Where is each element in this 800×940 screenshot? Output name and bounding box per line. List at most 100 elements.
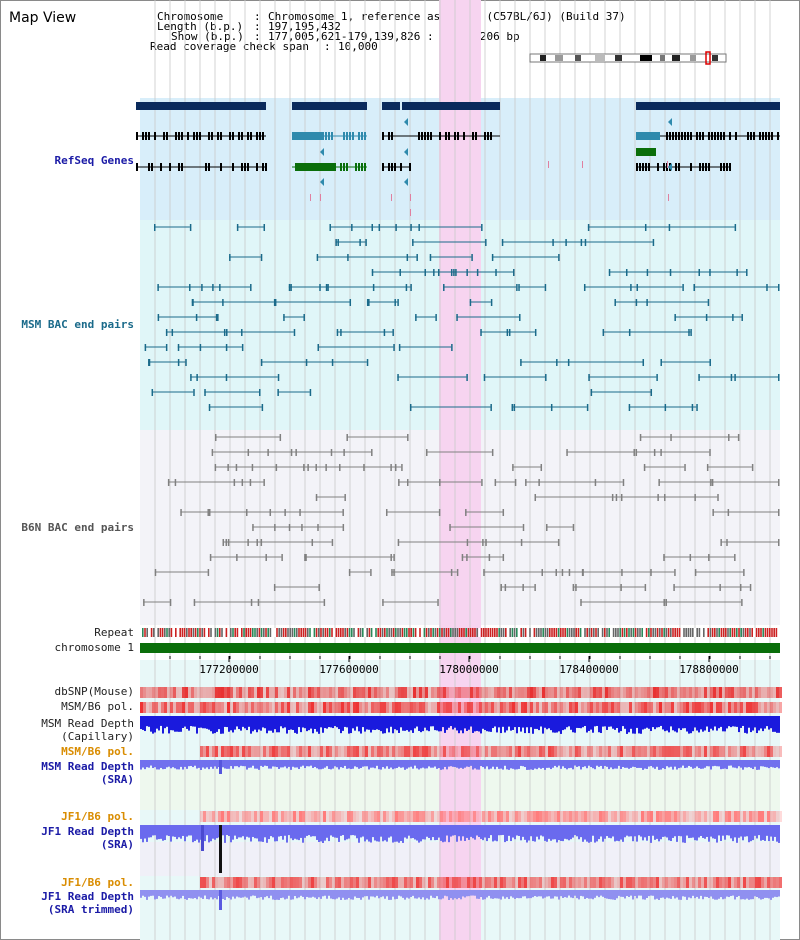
msm-pol-cell — [161, 702, 164, 713]
msm-capillary-depth — [222, 716, 224, 734]
msm-bac-end — [151, 389, 154, 396]
b6n-bac-end — [525, 479, 527, 486]
repeat-element — [263, 628, 265, 637]
jf1-pol2-cell — [629, 877, 632, 888]
repeat-element — [397, 628, 399, 637]
repeat-element — [736, 628, 738, 637]
b6n-bac-end — [737, 434, 740, 441]
msm-pol-cell — [701, 702, 704, 713]
msm-pol-cell — [449, 702, 452, 713]
dbsnp-cell — [296, 687, 299, 698]
refseq-gene-exon — [178, 132, 180, 140]
label-msm-b6-pol-2: MSM/B6 pol. — [61, 745, 134, 758]
jf1-sra-depth — [692, 825, 694, 838]
jf1-sra-depth — [522, 825, 524, 837]
dbsnp-cell — [347, 687, 350, 698]
jf1-pol2-cell — [401, 877, 404, 888]
msm-pol-cell — [572, 702, 575, 713]
dbsnp-cell — [326, 687, 329, 698]
refseq-gene-exon — [361, 132, 363, 140]
msm-pol-cell — [209, 702, 212, 713]
jf1-trim-depth — [166, 890, 168, 896]
msm-capillary-depth — [736, 716, 738, 727]
jf1-pol-cell — [398, 811, 401, 822]
jf1-pol-cell — [575, 811, 578, 822]
b6n-bac-end — [575, 584, 577, 591]
msm-bac-end — [690, 329, 692, 336]
axis-tick-label: 177600000 — [319, 663, 379, 676]
jf1-pol2-cell — [566, 877, 569, 888]
msm-sra-depth — [336, 760, 338, 768]
msm-pol-cell — [620, 702, 623, 713]
jf1-pol-cell — [740, 811, 743, 822]
jf1-pol2-cell — [503, 877, 506, 888]
msm-pol-cell — [569, 702, 572, 713]
msm-pol-cell — [626, 702, 629, 713]
msm-bac-end — [250, 284, 252, 291]
label-refseq-genes[interactable]: RefSeq Genes — [54, 154, 134, 167]
msm-capillary-depth — [516, 716, 518, 734]
b6n-bac-end — [663, 554, 665, 561]
label-msm-bac[interactable]: MSM BAC end pairs — [21, 318, 134, 331]
jf1-trim-depth — [514, 890, 516, 899]
msm-pol-cell — [260, 702, 263, 713]
msm-pol2-cell — [746, 746, 749, 757]
repeat-element — [698, 628, 701, 637]
jf1-sra-depth — [706, 825, 708, 837]
refseq-gene-exon — [720, 132, 722, 140]
refseq-gene-exon — [196, 132, 198, 140]
jf1-pol2-cell — [377, 877, 380, 888]
jf1-trim-depth — [340, 890, 342, 900]
b6n-bac-end — [437, 599, 439, 606]
jf1-trim-depth — [534, 890, 536, 897]
msm-pol2-cell — [527, 746, 530, 757]
repeat-element — [309, 628, 311, 637]
msm-pol2-cell — [668, 746, 671, 757]
jf1-trim-depth — [274, 890, 276, 900]
repeat-element — [516, 628, 518, 637]
refseq-gene-exon — [678, 163, 680, 171]
msm-sra-depth — [460, 760, 462, 768]
jf1-pol-cell — [314, 811, 317, 822]
msm-pol2-cell — [467, 746, 470, 757]
msm-sra-depth — [626, 760, 628, 768]
label-b6n-bac[interactable]: B6N BAC end pairs — [21, 521, 134, 534]
repeat-element — [687, 628, 690, 637]
refseq-gene-exon — [708, 132, 710, 140]
msm-capillary-depth — [282, 716, 284, 729]
jf1-trim-depth — [708, 890, 710, 899]
jf1-sra-depth — [316, 825, 318, 840]
jf1-pol2-cell — [674, 877, 677, 888]
jf1-pol-cell — [749, 811, 752, 822]
jf1-trim-depth — [430, 890, 432, 896]
jf1-pol2-cell — [656, 877, 659, 888]
msm-pol-cell — [581, 702, 584, 713]
refseq-gene-exon — [181, 163, 183, 171]
jf1-trim-depth — [164, 890, 166, 899]
msm-pol-cell — [431, 702, 434, 713]
msm-pol-cell — [500, 702, 503, 713]
repeat-element — [353, 628, 355, 637]
msm-capillary-depth — [504, 716, 506, 733]
jf1-trim-depth — [516, 890, 518, 898]
msm-bac-end — [236, 224, 239, 231]
msm-sra-depth — [212, 760, 214, 769]
msm-sra-depth — [210, 760, 212, 767]
msm-capillary-depth — [258, 716, 260, 730]
msm-sra-depth — [244, 760, 246, 767]
b6n-bac-end — [382, 599, 384, 606]
msm-capillary-depth — [492, 716, 494, 729]
repeat-element — [469, 628, 472, 637]
msm-bac-end — [628, 329, 631, 336]
msm-pol2-cell — [551, 746, 554, 757]
dbsnp-cell — [647, 687, 650, 698]
jf1-pol-cell — [584, 811, 587, 822]
msm-pol-cell — [536, 702, 539, 713]
msm-capillary-depth — [584, 716, 586, 726]
repeat-element — [320, 628, 322, 637]
msm-sra-depth — [592, 760, 594, 769]
msm-bac-end — [392, 329, 394, 336]
jf1-pol2-cell — [689, 877, 692, 888]
msm-pol2-cell — [689, 746, 692, 757]
